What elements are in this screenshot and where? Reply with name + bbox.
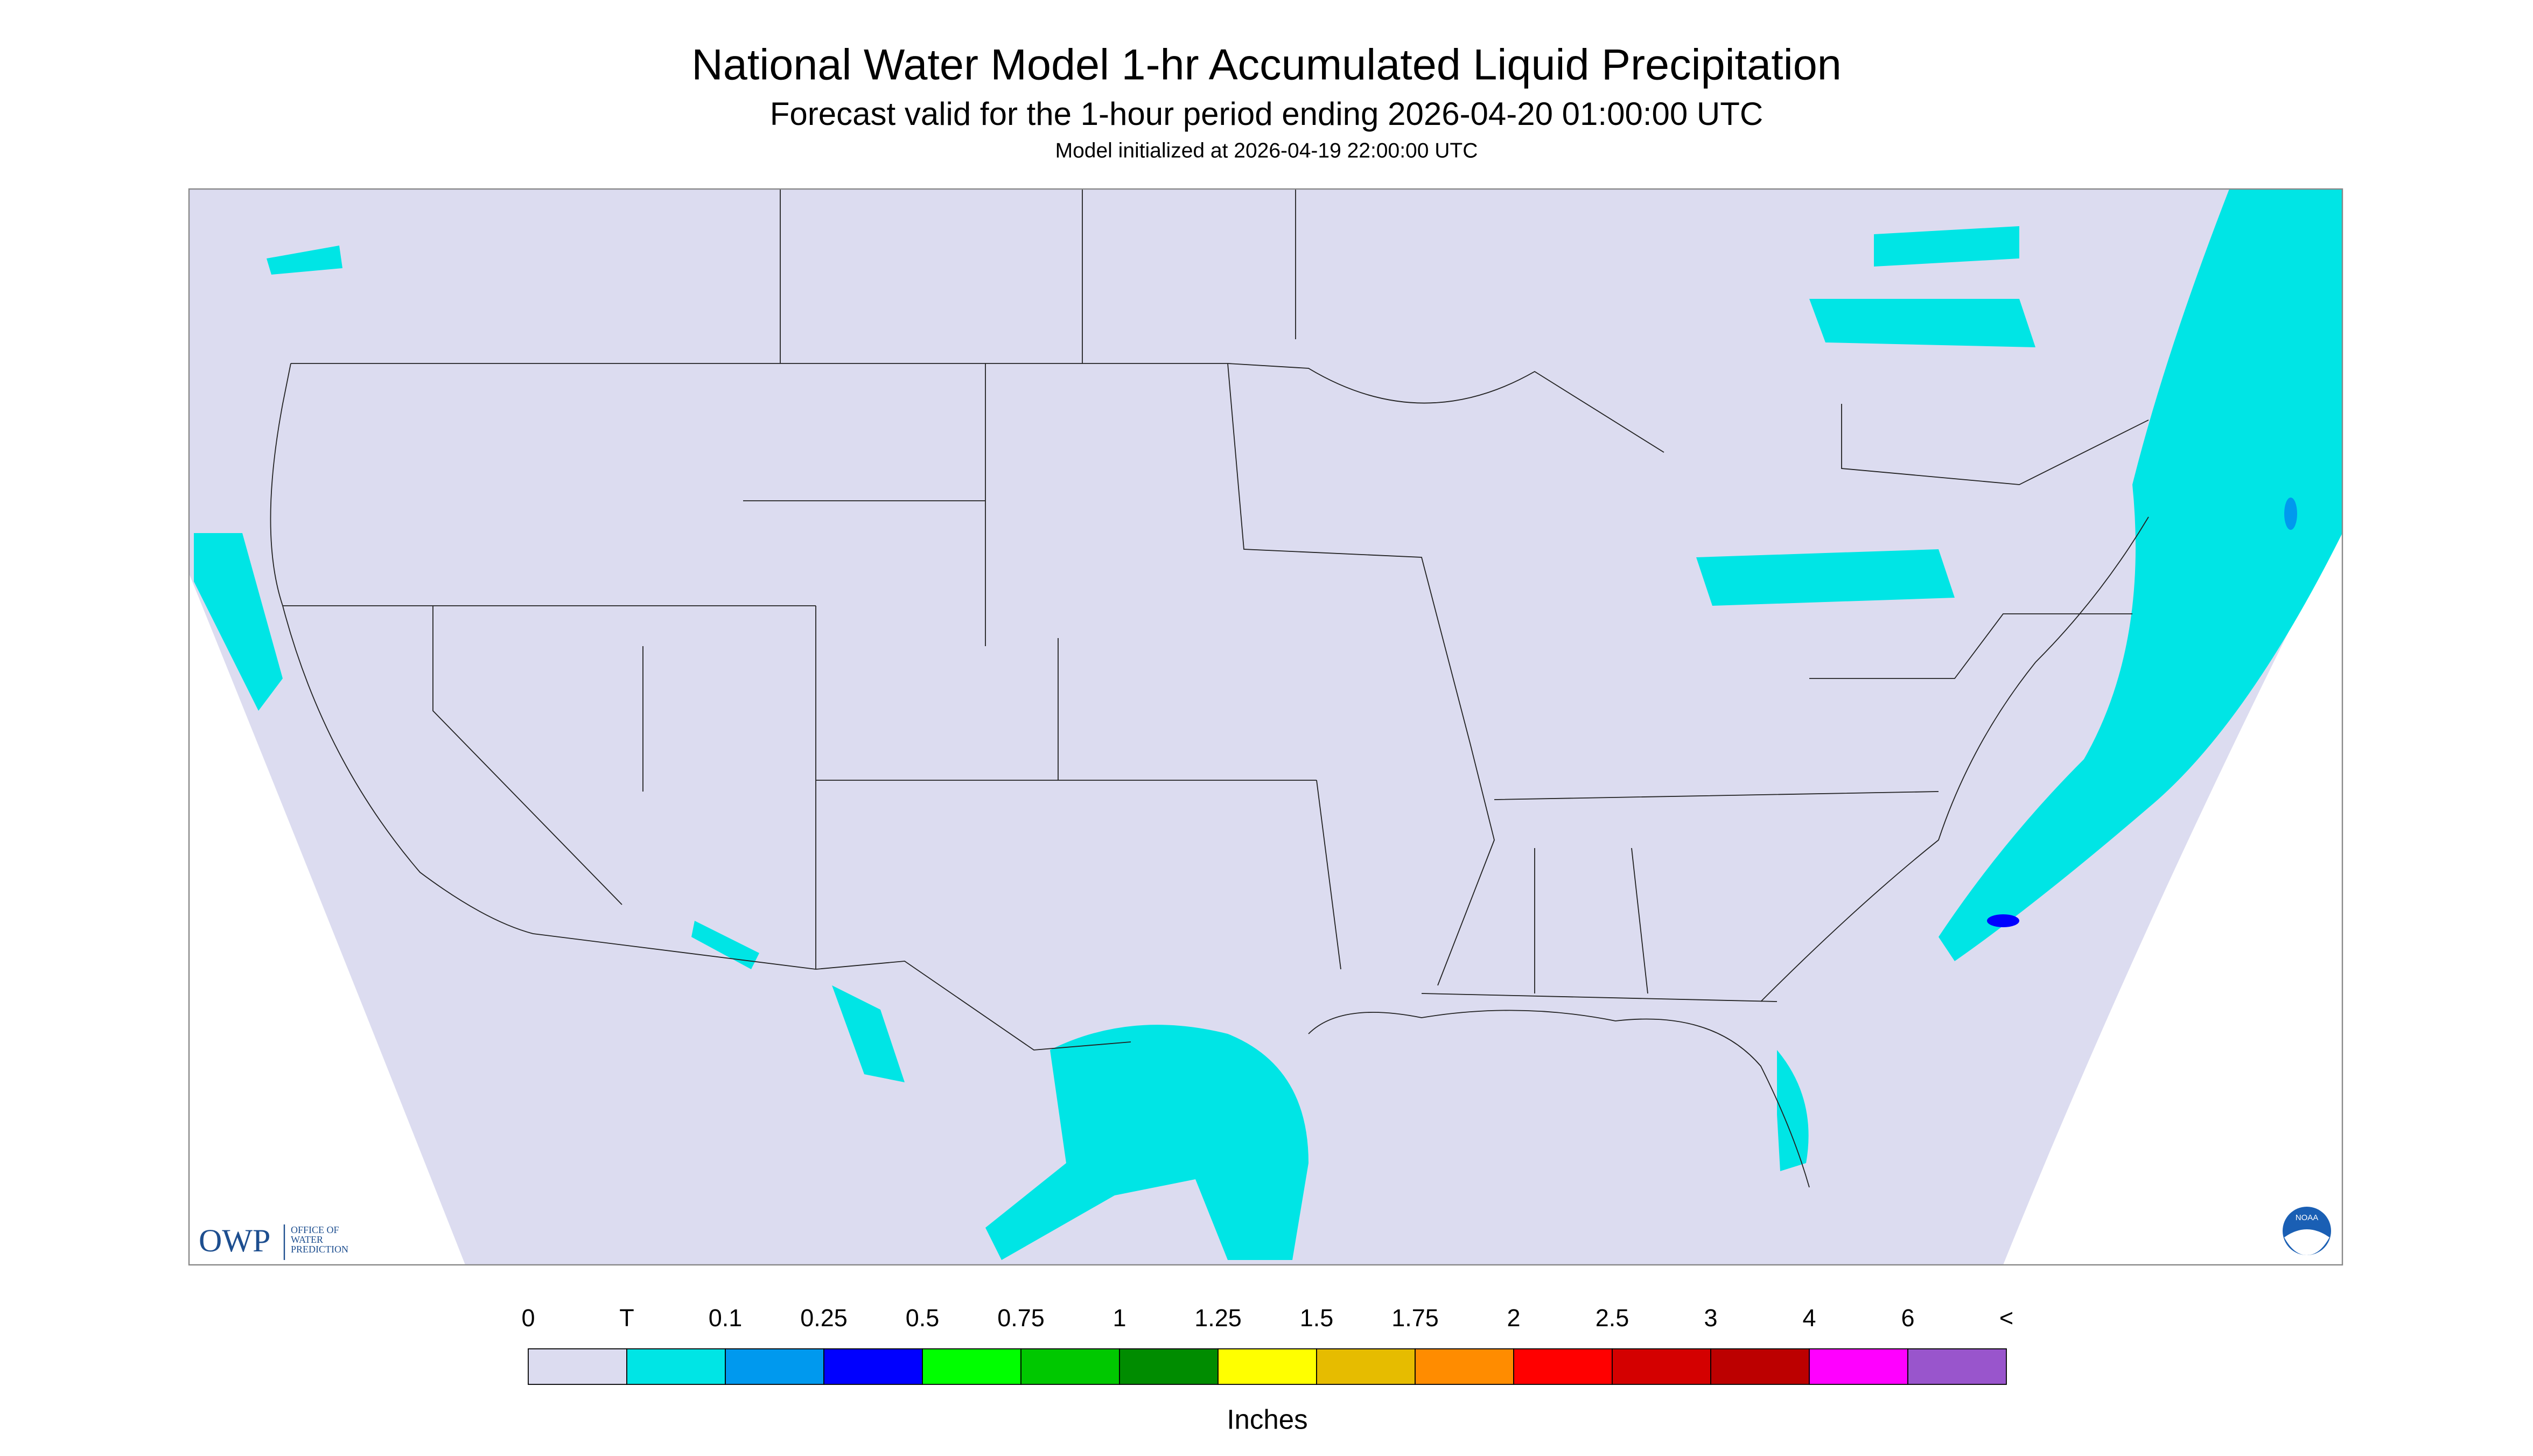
precip-areas [194, 189, 2342, 1261]
coast [1308, 516, 2149, 1188]
legend-swatch [1119, 1348, 1219, 1385]
precip-area [1696, 549, 1955, 606]
legend-swatch [1415, 1348, 1514, 1385]
legend-label: 1.5 [1300, 1304, 1334, 1332]
legend-label: 2 [1507, 1304, 1520, 1332]
legend-label: < [1999, 1304, 2013, 1332]
legend-label: 1.25 [1194, 1304, 1242, 1332]
legend-swatch [725, 1348, 824, 1385]
legend-label: 0.75 [997, 1304, 1045, 1332]
border [780, 189, 1296, 364]
legend-unit: Inches [1227, 1404, 1307, 1434]
legend-swatch [626, 1348, 726, 1385]
precip-core [2284, 498, 2297, 530]
map: OWP OFFICE OF WATER PREDICTION NOAA [188, 188, 2343, 1266]
legend-label: 1 [1112, 1304, 1126, 1332]
title: National Water Model 1-hr Accumulated Li… [691, 40, 1842, 89]
legend-swatch [1907, 1348, 2007, 1385]
legend-label: 4 [1802, 1304, 1816, 1332]
owp-logo: OWP [199, 1223, 270, 1258]
map-frame [188, 188, 2343, 1266]
border [1809, 404, 2149, 679]
legend: 0 T 0.1 0.25 0.5 0.75 1 1.25 1.5 1.75 2 2.5 3 4 6 < Inch… [521, 1304, 2013, 1435]
legend-swatch [1809, 1348, 1908, 1385]
legend-label: 0 [521, 1304, 535, 1332]
precip-area [1809, 299, 2035, 348]
owp-logo-line: PREDICTION [291, 1244, 348, 1255]
precip-area [1874, 226, 2019, 267]
off-projection-right [2003, 525, 2342, 1265]
precip-area [1777, 1050, 1809, 1172]
legend-swatch [1710, 1348, 1810, 1385]
legend-label: 0.1 [709, 1304, 743, 1332]
legend-swatch [922, 1348, 1021, 1385]
precip-area [1939, 189, 2342, 962]
precip-area [832, 985, 905, 1083]
legend-label: 0.5 [906, 1304, 940, 1332]
legend-swatch [1513, 1348, 1613, 1385]
precip-area [267, 246, 342, 275]
boundaries [270, 189, 2149, 1188]
coast [270, 363, 534, 934]
legend-swatch [528, 1348, 627, 1385]
precip-area [985, 1025, 1309, 1261]
legend-label: 6 [1901, 1304, 1914, 1332]
legend-swatch [1316, 1348, 1416, 1385]
legend-swatch [1612, 1348, 1711, 1385]
precip-area [194, 533, 283, 711]
noaa-logo-wave [2284, 1229, 2329, 1256]
legend-label: 3 [1704, 1304, 1717, 1332]
off-projection-left [189, 573, 465, 1265]
precip-core [1987, 914, 2019, 928]
legend-swatch [1020, 1348, 1120, 1385]
owp-logo-line: OFFICE OF [291, 1224, 339, 1235]
legend-swatch [823, 1348, 923, 1385]
init-time: Model initialized at 2026-04-19 22:00:00… [1055, 139, 1478, 162]
noaa-logo-text: NOAA [2296, 1213, 2319, 1222]
border [291, 363, 1664, 453]
legend-label: 0.25 [800, 1304, 848, 1332]
legend-label: 2.5 [1596, 1304, 1629, 1332]
precip-area [691, 921, 759, 970]
subtitle: Forecast valid for the 1-hour period end… [770, 96, 1763, 132]
owp-logo-line: WATER [291, 1234, 323, 1245]
legend-label: 1.75 [1391, 1304, 1439, 1332]
border [283, 363, 1317, 1051]
legend-label: T [619, 1304, 634, 1332]
legend-swatch [1217, 1348, 1317, 1385]
border [1058, 363, 1939, 1002]
